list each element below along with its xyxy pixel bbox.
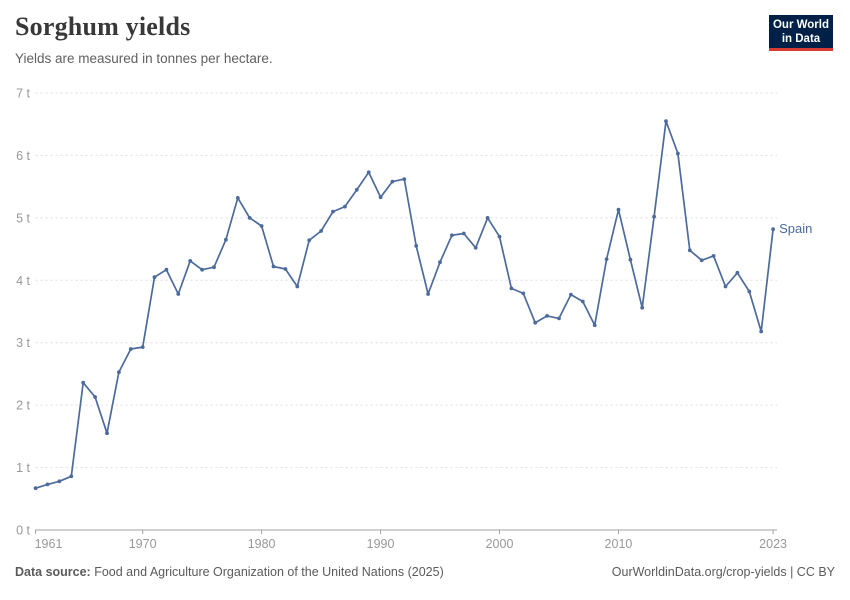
x-tick-label: 1961 (35, 537, 63, 551)
data-source-label: Data source: (15, 565, 91, 579)
data-point[interactable] (247, 216, 252, 220)
data-point[interactable] (687, 248, 692, 253)
x-tick-label: 2010 (605, 537, 633, 551)
y-tick-label: 2 t (16, 399, 30, 413)
data-point[interactable] (676, 151, 680, 156)
data-point[interactable] (271, 264, 276, 269)
data-point[interactable] (128, 347, 133, 351)
data-point[interactable] (497, 234, 502, 239)
data-point[interactable] (426, 292, 430, 296)
data-point[interactable] (521, 291, 526, 296)
data-point[interactable] (331, 209, 335, 214)
x-tick-label: 1970 (129, 537, 157, 551)
data-point[interactable] (105, 431, 109, 436)
data-point[interactable] (557, 316, 561, 321)
data-point[interactable] (592, 323, 597, 328)
data-point[interactable] (735, 270, 740, 275)
data-point[interactable] (473, 245, 478, 250)
data-point[interactable] (402, 177, 407, 182)
data-source: Data source: Food and Agriculture Organi… (15, 565, 444, 579)
credit-link[interactable]: OurWorldinData.org/crop-yields | CC BY (611, 565, 835, 579)
data-source-text: Food and Agriculture Organization of the… (94, 565, 444, 579)
y-tick-label: 5 t (16, 211, 30, 225)
data-point[interactable] (747, 289, 752, 294)
y-tick-label: 1 t (16, 461, 30, 475)
data-point[interactable] (771, 227, 775, 232)
chart-subtitle: Yields are measured in tonnes per hectar… (15, 51, 273, 66)
data-point[interactable] (319, 229, 323, 233)
data-point[interactable] (390, 179, 395, 184)
data-point[interactable] (69, 474, 74, 479)
data-point[interactable] (759, 329, 764, 334)
data-point[interactable] (509, 286, 514, 291)
owid-logo[interactable]: Our World in Data (769, 15, 833, 51)
data-point[interactable] (152, 275, 157, 280)
y-tick-label: 6 t (16, 149, 30, 163)
data-point[interactable] (711, 254, 716, 258)
data-point[interactable] (188, 259, 193, 263)
data-point[interactable] (604, 257, 609, 261)
data-point[interactable] (117, 370, 121, 374)
y-tick-label: 0 t (16, 524, 30, 538)
yield-line[interactable] (34, 120, 774, 490)
data-point[interactable] (295, 284, 300, 289)
data-point[interactable] (176, 292, 181, 296)
data-point[interactable] (699, 258, 704, 263)
line-chart[interactable]: 0 t 1 t 2 t 3 t 4 t 5 t 6 t 7 t 1961 1970 1980 1990… (0, 0, 850, 560)
data-point[interactable] (354, 187, 359, 192)
y-tick-label: 4 t (16, 274, 30, 288)
chart-footer: Data source: Food and Agriculture Organi… (15, 565, 835, 579)
data-point[interactable] (414, 244, 419, 248)
data-point[interactable] (533, 320, 538, 325)
data-point[interactable] (307, 238, 312, 243)
data-point[interactable] (81, 380, 86, 385)
data-point[interactable] (652, 214, 656, 219)
data-point[interactable] (235, 196, 240, 200)
y-tick-label: 7 t (16, 86, 30, 100)
data-point[interactable] (628, 257, 633, 262)
owid-logo-line2: in Data (781, 33, 821, 45)
data-point[interactable] (378, 195, 383, 200)
data-point[interactable] (366, 170, 371, 175)
data-point[interactable] (283, 267, 288, 271)
data-point[interactable] (200, 267, 205, 272)
page-title: Sorghum yields (15, 12, 191, 41)
x-tick-label: 2000 (486, 537, 514, 551)
data-point[interactable] (45, 482, 50, 487)
data-point[interactable] (723, 284, 728, 289)
data-point[interactable] (485, 216, 490, 220)
data-point[interactable] (212, 265, 216, 270)
data-point[interactable] (616, 207, 621, 212)
data-point[interactable] (33, 486, 38, 491)
data-point[interactable] (259, 224, 264, 228)
data-point[interactable] (343, 204, 347, 209)
data-point[interactable] (640, 305, 645, 310)
x-tick-label: 2023 (759, 537, 787, 551)
data-point[interactable] (664, 119, 668, 123)
data-point[interactable] (224, 237, 228, 242)
data-point[interactable] (461, 231, 466, 236)
data-point[interactable] (580, 299, 585, 304)
data-point[interactable] (164, 267, 169, 272)
data-point[interactable] (438, 260, 442, 265)
x-tick-label: 1990 (367, 537, 395, 551)
data-point[interactable] (57, 479, 62, 484)
y-tick-label: 3 t (16, 336, 30, 350)
data-point[interactable] (450, 233, 454, 238)
owid-logo-line1: Our World (772, 19, 829, 31)
series-label-spain[interactable]: Spain (779, 221, 813, 237)
data-point[interactable] (569, 292, 573, 297)
data-point[interactable] (93, 395, 97, 399)
data-point[interactable] (140, 345, 145, 349)
x-tick-label: 1980 (248, 537, 276, 551)
data-point[interactable] (545, 314, 549, 318)
